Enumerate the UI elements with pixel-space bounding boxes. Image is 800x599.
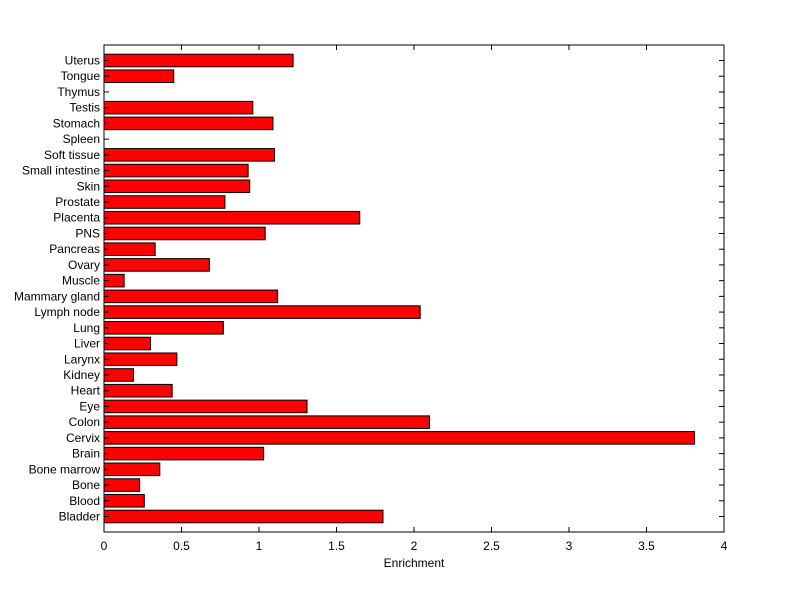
y-tick-label-testis: Testis	[69, 101, 100, 115]
y-tick-label-blood: Blood	[69, 494, 100, 508]
y-tick-label-bladder: Bladder	[59, 510, 100, 524]
y-tick-label-heart: Heart	[71, 384, 101, 398]
y-tick-label-thymus: Thymus	[57, 85, 100, 99]
bar-soft-tissue	[103, 148, 275, 162]
x-tick-label-0: 0	[101, 539, 108, 553]
y-tick-label-mammary-gland: Mammary gland	[14, 289, 100, 303]
y-tick-label-uterus: Uterus	[65, 54, 100, 68]
y-tick-label-prostate: Prostate	[55, 195, 100, 209]
bar-colon	[103, 415, 430, 429]
bar-brain	[103, 446, 265, 461]
y-tick-label-lymph-node: Lymph node	[34, 305, 100, 319]
bar-bone	[103, 478, 141, 492]
plot-frame	[103, 44, 725, 533]
y-tick-label-skin: Skin	[77, 179, 100, 193]
x-tick-label-1: 0.5	[173, 539, 190, 553]
y-tick-label-lung: Lung	[73, 321, 100, 335]
bar-eye	[103, 399, 308, 414]
y-tick-label-colon: Colon	[69, 415, 100, 429]
y-tick-label-liver: Liver	[74, 337, 100, 351]
bar-liver	[103, 336, 151, 351]
x-tick-label-8: 4	[721, 539, 728, 553]
y-tick-label-eye: Eye	[79, 399, 100, 413]
y-tick-label-tongue: Tongue	[61, 69, 101, 83]
bar-lymph-node	[103, 305, 421, 319]
bar-bone-marrow	[103, 462, 161, 477]
y-tick-label-placenta: Placenta	[53, 211, 100, 225]
y-tick-label-muscle: Muscle	[62, 274, 100, 288]
x-tick-label-3: 1.5	[328, 539, 345, 553]
bar-ovary	[103, 258, 210, 272]
y-tick-label-soft-tissue: Soft tissue	[44, 148, 100, 162]
bar-pancreas	[103, 242, 156, 256]
bar-pns	[103, 226, 266, 241]
bar-lung	[103, 321, 224, 335]
x-tick-label-4: 2	[411, 539, 418, 553]
y-tick-label-ovary: Ovary	[68, 258, 100, 272]
bar-placenta	[103, 210, 361, 225]
x-tick-label-2: 1	[256, 539, 263, 553]
y-tick-label-bone: Bone	[72, 478, 100, 492]
bar-skin	[103, 179, 251, 194]
x-tick-label-7: 3.5	[638, 539, 655, 553]
y-tick-label-kidney: Kidney	[63, 368, 100, 382]
y-tick-label-bone-marrow: Bone marrow	[29, 462, 101, 476]
y-tick-label-spleen: Spleen	[63, 132, 100, 146]
bar-testis	[103, 100, 254, 115]
bar-small-intestine	[103, 163, 249, 178]
bar-stomach	[103, 116, 274, 131]
x-tick-label-5: 2.5	[483, 539, 500, 553]
y-tick-label-stomach: Stomach	[53, 116, 100, 130]
bar-blood	[103, 493, 145, 508]
bar-uterus	[103, 53, 294, 68]
bar-prostate	[103, 195, 226, 209]
y-tick-label-brain: Brain	[72, 447, 100, 461]
bar-mammary-gland	[103, 289, 279, 304]
bar-bladder	[103, 509, 384, 524]
y-tick-label-larynx: Larynx	[64, 352, 100, 366]
y-tick-label-pns: PNS	[75, 226, 100, 240]
bar-tongue	[103, 69, 175, 84]
y-tick-label-cervix: Cervix	[66, 431, 100, 445]
x-axis-label: Enrichment	[384, 556, 445, 570]
x-ticks-group: 0 0.5 1 1.5 2 2.5 3 3.5 4	[101, 45, 728, 553]
y-tick-label-small-intestine: Small intestine	[22, 164, 100, 178]
bar-cervix	[103, 431, 696, 445]
bar-larynx	[103, 352, 178, 367]
x-tick-label-6: 3	[566, 539, 573, 553]
y-tick-label-pancreas: Pancreas	[49, 242, 100, 256]
bar-heart	[103, 383, 173, 398]
